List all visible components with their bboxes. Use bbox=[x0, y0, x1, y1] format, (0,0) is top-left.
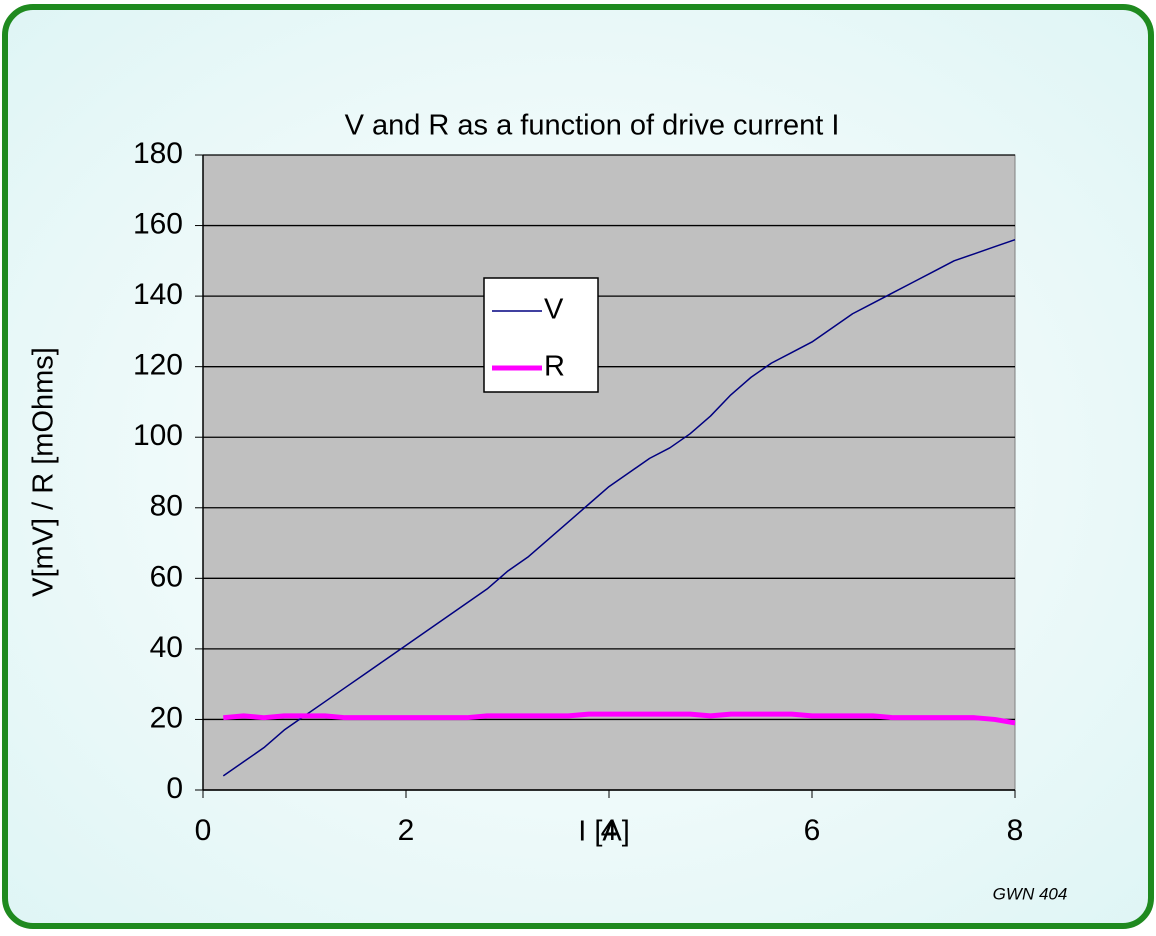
y-axis-label: V[mV] / R [mOhms] bbox=[28, 347, 60, 597]
y-tick-label: 180 bbox=[133, 137, 183, 170]
legend-box bbox=[483, 277, 599, 393]
y-tick-label: 120 bbox=[133, 349, 183, 382]
y-tick-label: 40 bbox=[150, 631, 183, 664]
series-line bbox=[223, 711, 1016, 726]
legend-label: V bbox=[544, 294, 564, 326]
y-tick-label: 140 bbox=[133, 278, 183, 311]
y-tick-label: 160 bbox=[133, 207, 183, 240]
series-line bbox=[222, 238, 1016, 777]
x-tick-label: 6 bbox=[804, 814, 821, 847]
y-tick-label: 60 bbox=[150, 560, 183, 593]
y-tick-label: 100 bbox=[133, 419, 183, 452]
legend-label: R bbox=[544, 351, 565, 383]
annotation: GWN 404 bbox=[993, 884, 1068, 903]
x-tick-label: 4 bbox=[601, 814, 618, 847]
plot-area bbox=[202, 154, 1016, 791]
x-tick-label: 8 bbox=[1007, 814, 1024, 847]
x-tick-label: 2 bbox=[398, 814, 415, 847]
y-tick-label: 80 bbox=[150, 490, 183, 523]
x-tick-label: 0 bbox=[195, 814, 212, 847]
y-tick-label: 0 bbox=[166, 772, 183, 805]
x-axis-label: I [A] bbox=[578, 816, 630, 848]
y-tick-label: 20 bbox=[150, 701, 183, 734]
chart-title: V and R as a function of drive current I bbox=[345, 110, 840, 142]
